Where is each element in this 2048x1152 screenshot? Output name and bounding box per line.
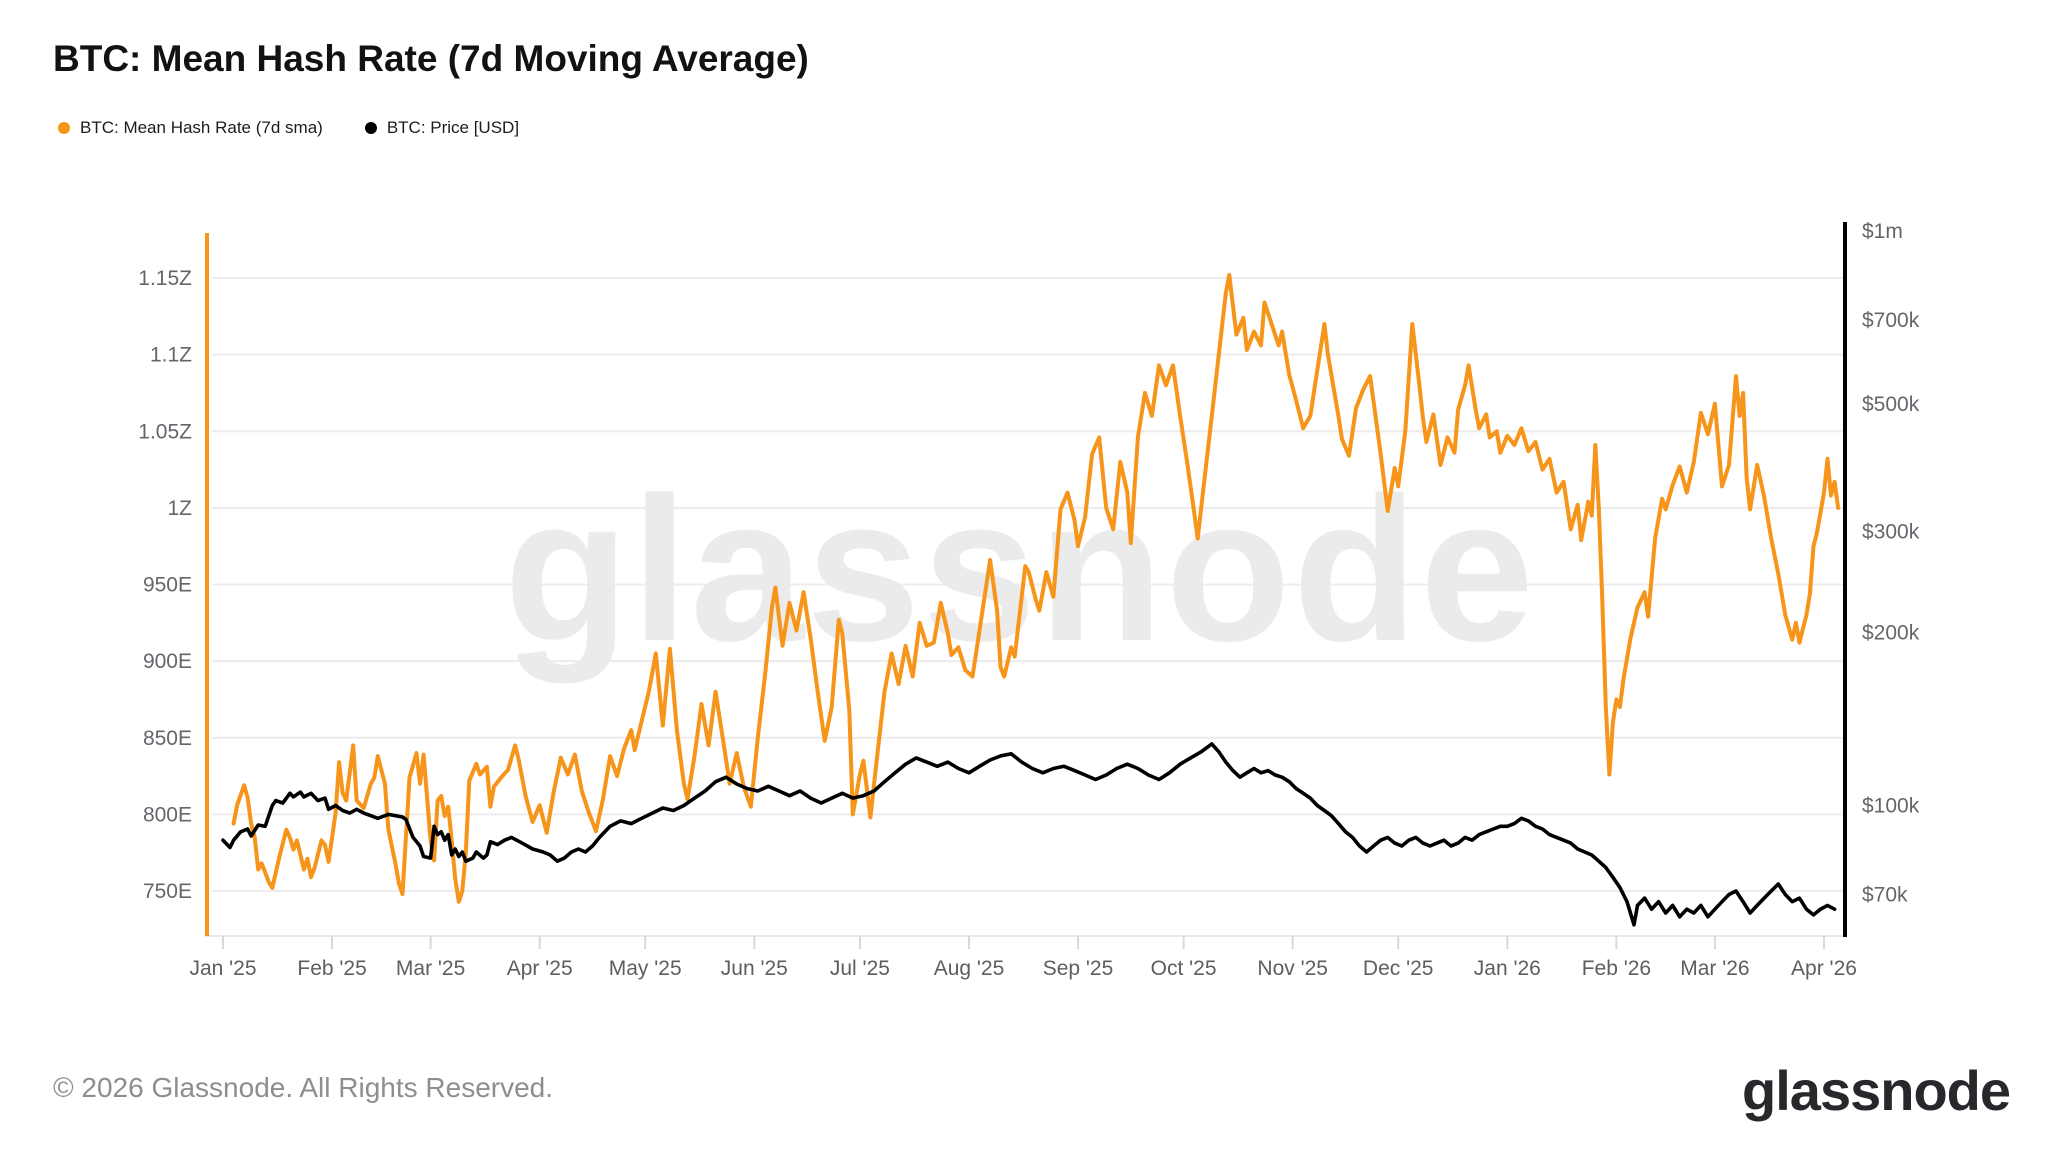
right-axis-tick-label: $300k [1862,520,1920,543]
x-axis-month-label: Jun '25 [721,957,788,980]
right-axis-tick-label: $500k [1862,393,1920,416]
x-axis-month-label: May '25 [609,957,682,980]
hash-rate-line [231,272,1841,904]
glassnode-logo: glassnode [1742,1059,2011,1122]
legend-label-price: BTC: Price [USD] [386,118,520,137]
right-axis-tick-label: $1m [1862,220,1903,243]
x-axis-month-label: Apr '25 [507,957,573,980]
left-axis-tick-label: 1.15Z [138,267,192,290]
x-axis-month-label: Jan '25 [189,957,256,980]
x-axis-month-label: Sep '25 [1043,957,1114,980]
right-axis-tick-label: $70k [1862,884,1908,907]
right-axis-tick-label: $100k [1862,795,1920,818]
page-title: BTC: Mean Hash Rate (7d Moving Average) [53,38,809,79]
x-axis-month-label: Dec '25 [1363,957,1434,980]
left-axis-tick-label: 950E [143,574,192,597]
x-axis-month-label: Feb '26 [1582,957,1651,980]
left-axis-tick-label: 800E [143,803,192,826]
price-series-dot-icon [364,122,377,134]
right-axis-tick-label: $200k [1862,622,1920,645]
legend-item-price[interactable]: BTC: Price [USD] [364,118,520,138]
left-axis-tick-label: 750E [143,880,192,903]
x-axis-month-label: Jan '26 [1474,957,1541,980]
x-axis-month-label: Jul '25 [830,957,890,980]
x-axis-month-label: Apr '26 [1791,957,1857,980]
footer-copyright: © 2026 Glassnode. All Rights Reserved. [53,1072,554,1103]
left-axis-tick-label: 850E [143,727,192,750]
right-axis-tick-label: $700k [1862,309,1920,332]
x-axis-month-label: Mar '25 [396,957,465,980]
hash-rate-series-dot-icon [58,122,70,134]
x-axis-month-label: Oct '25 [1151,957,1217,980]
left-axis-tick-label: 1Z [167,497,192,520]
x-axis-month-label: Nov '25 [1257,957,1328,980]
right-axis-line [1843,222,1847,937]
x-axis-month-label: Mar '26 [1680,957,1749,980]
left-axis-tick-label: 1.05Z [138,420,192,443]
glassnode-watermark: glassnode [504,455,1536,684]
left-axis-tick-label: 1.1Z [150,344,192,367]
x-axis-month-label: Feb '25 [297,957,366,980]
left-axis-tick-label: 900E [143,650,192,673]
legend-item-hash-rate[interactable]: BTC: Mean Hash Rate (7d sma) [58,118,323,138]
price-line [221,742,1837,927]
x-axis-month-label: Aug '25 [934,957,1005,980]
legend-label-hash-rate: BTC: Mean Hash Rate (7d sma) [80,118,323,137]
chart-legend: BTC: Mean Hash Rate (7d sma) BTC: Price … [58,118,519,138]
left-axis-line [205,233,209,936]
